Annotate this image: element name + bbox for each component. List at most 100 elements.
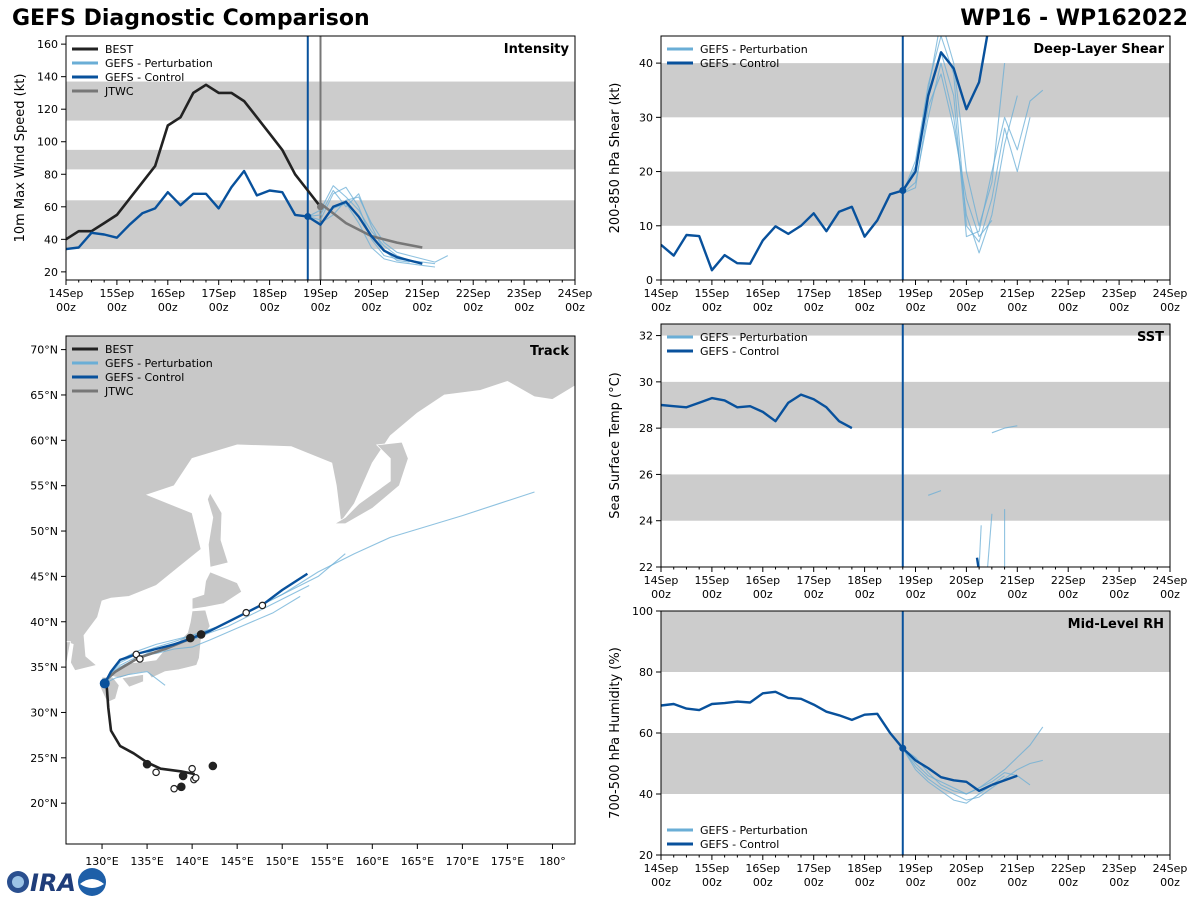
y-tick-label: 24 <box>639 515 653 528</box>
marker-control <box>304 213 312 221</box>
x-tick-hour: 00z <box>651 588 671 601</box>
series-pert <box>987 513 993 567</box>
x-tick-hour: 00z <box>260 301 280 314</box>
y-tick-label: 30 <box>639 111 653 124</box>
track-point-open <box>170 784 178 793</box>
marker-control <box>899 187 907 195</box>
x-tick-hour: 00z <box>1160 588 1180 601</box>
series-pert <box>902 747 1031 795</box>
x-tick-day: 19Sep <box>898 862 933 875</box>
series-control <box>661 393 853 430</box>
y-tick-label: 60 <box>44 201 58 214</box>
series-pert <box>902 73 993 238</box>
y-axis-label: 200-850 hPa Shear (kt) <box>608 83 623 234</box>
x-tick-day: 19Sep <box>898 574 933 587</box>
x-tick-hour: 00z <box>957 876 977 889</box>
x-tick-hour: 00z <box>855 301 875 314</box>
track-point-filled <box>178 771 188 781</box>
track-point-open <box>188 764 196 773</box>
legend-label: JTWC <box>104 85 134 98</box>
series-control <box>975 557 980 567</box>
y-tick-label: 40 <box>639 57 653 70</box>
y-tick-label: 20 <box>44 266 58 279</box>
lon-tick-label: 170°E <box>446 855 479 868</box>
y-tick-label: 30 <box>639 376 653 389</box>
x-tick-hour: 00z <box>565 301 585 314</box>
track-point-filled <box>208 761 218 771</box>
track-point-open <box>152 768 160 777</box>
x-tick-day: 20Sep <box>354 287 389 300</box>
x-tick-hour: 00z <box>753 876 773 889</box>
threshold-band <box>661 474 1170 521</box>
intensity-chart: 14Sep00z15Sep00z16Sep00z17Sep00z18Sep00z… <box>13 35 592 314</box>
legend-label: BEST <box>105 43 133 56</box>
plot-area <box>661 611 1170 855</box>
x-tick-day: 18Sep <box>847 862 882 875</box>
x-tick-hour: 00z <box>412 301 432 314</box>
x-tick-day: 18Sep <box>252 287 287 300</box>
lon-tick-label: 130°E <box>85 855 118 868</box>
panel-title: Deep-Layer Shear <box>1033 42 1164 57</box>
lon-tick-label: 180° <box>539 855 566 868</box>
x-tick-day: 22Sep <box>1051 862 1086 875</box>
plot-area <box>661 36 1170 280</box>
x-tick-day: 15Sep <box>695 287 730 300</box>
x-tick-day: 22Sep <box>456 287 491 300</box>
x-tick-day: 22Sep <box>1051 574 1086 587</box>
x-tick-day: 14Sep <box>49 287 84 300</box>
threshold-band <box>661 611 1170 672</box>
y-tick-label: 100 <box>632 605 653 618</box>
x-tick-hour: 00z <box>107 301 127 314</box>
legend-label: GEFS - Perturbation <box>700 43 808 56</box>
x-tick-hour: 00z <box>804 588 824 601</box>
y-tick-label: 140 <box>37 71 58 84</box>
land-korea-west <box>66 576 71 668</box>
series-control <box>661 36 989 272</box>
x-tick-hour: 00z <box>855 876 875 889</box>
panel-title: SST <box>1137 330 1164 345</box>
track-point-filled <box>186 633 195 643</box>
x-tick-day: 16Sep <box>150 287 185 300</box>
lat-tick-label: 50°N <box>30 525 58 538</box>
x-tick-hour: 00z <box>209 301 229 314</box>
x-tick-hour: 00z <box>906 301 926 314</box>
x-tick-hour: 00z <box>311 301 331 314</box>
lat-tick-label: 70°N <box>30 344 58 357</box>
lat-tick-label: 25°N <box>30 752 58 765</box>
legend-label: GEFS - Control <box>700 57 779 70</box>
x-tick-day: 23Sep <box>1102 862 1137 875</box>
x-tick-day: 15Sep <box>695 574 730 587</box>
legend-label: JTWC <box>104 385 134 398</box>
marker-jtwc <box>317 203 324 211</box>
land-sakhalin <box>206 492 229 568</box>
legend-label: GEFS - Control <box>700 345 779 358</box>
x-tick-hour: 00z <box>651 301 671 314</box>
map-area <box>66 336 575 793</box>
lon-tick-label: 175°E <box>491 855 524 868</box>
x-tick-day: 19Sep <box>898 287 933 300</box>
x-tick-hour: 00z <box>906 876 926 889</box>
page-title: GEFS Diagnostic Comparison <box>12 6 370 31</box>
x-tick-day: 21Sep <box>405 287 440 300</box>
x-tick-day: 20Sep <box>949 287 984 300</box>
y-tick-label: 10 <box>639 220 653 233</box>
x-tick-hour: 00z <box>56 301 76 314</box>
track-point-filled <box>142 759 152 769</box>
x-tick-day: 15Sep <box>100 287 135 300</box>
legend-label: GEFS - Perturbation <box>700 331 808 344</box>
y-tick-label: 22 <box>639 561 653 574</box>
y-tick-label: 80 <box>639 666 653 679</box>
track-pert <box>104 595 301 684</box>
track-point-filled <box>177 782 186 792</box>
track-point-open <box>191 773 200 782</box>
lat-tick-label: 40°N <box>30 616 58 629</box>
y-tick-label: 20 <box>639 166 653 179</box>
track-point-open <box>242 608 250 617</box>
x-tick-day: 20Sep <box>949 862 984 875</box>
storm-id: WP16 - WP162022 <box>960 6 1188 31</box>
map-frame <box>65 335 576 845</box>
lon-tick-label: 165°E <box>401 855 434 868</box>
lon-tick-label: 150°E <box>265 855 298 868</box>
